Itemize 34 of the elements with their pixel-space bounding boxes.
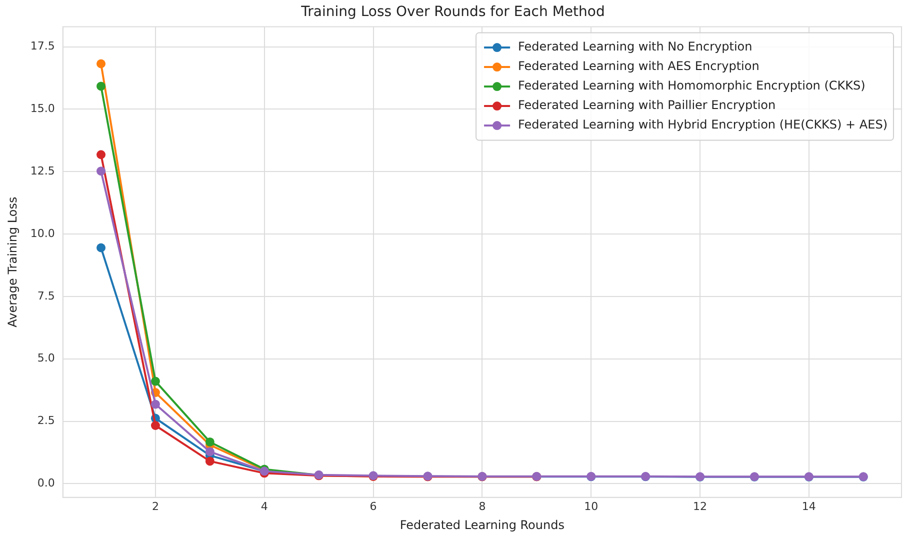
x-tick-label: 14 <box>802 500 816 513</box>
point <box>205 447 214 456</box>
x-tick-label: 12 <box>693 500 708 513</box>
point <box>150 421 160 430</box>
y-tick-label: 12.5 <box>30 164 55 178</box>
y-axis-title: Average Training Loss <box>5 196 20 328</box>
legend-label: Federated Learning with AES Encryption <box>518 59 760 74</box>
x-tick-label: 8 <box>478 500 486 513</box>
legend-label: Federated Learning with No Encryption <box>518 40 752 54</box>
x-tick-label: 2 <box>152 500 159 513</box>
point <box>150 400 160 409</box>
chart-title: Training Loss Over Rounds for Each Method <box>300 4 605 20</box>
point <box>150 376 160 386</box>
legend-label: Federated Learning with Homomorphic Encryption (CKKS) <box>518 78 866 93</box>
point <box>205 437 214 446</box>
y-tick-label: 2.5 <box>37 414 55 428</box>
y-tick-label: 7.5 <box>37 289 55 302</box>
y-tick-label: 17.5 <box>30 40 55 53</box>
y-tick-label: 15.0 <box>30 102 55 116</box>
point <box>96 59 106 68</box>
point <box>205 456 214 466</box>
y-tick-label: 10.0 <box>30 226 55 240</box>
x-tick-label: 10 <box>584 500 598 513</box>
point <box>96 82 106 91</box>
point <box>96 166 106 176</box>
legend-label: Federated Learning with Hybrid Encryption (HE(CKKS) + AES) <box>518 118 888 132</box>
point <box>96 243 106 252</box>
point <box>96 150 106 160</box>
x-tick-label: 6 <box>370 500 377 513</box>
x-tick-label: 4 <box>260 500 268 513</box>
legend-label: Federated Learning with Paillier Encryption <box>518 98 776 112</box>
y-tick-label: 5.0 <box>37 352 55 365</box>
y-tick-label: 0.0 <box>37 476 55 490</box>
x-axis-title: Federated Learning Rounds <box>400 518 564 532</box>
